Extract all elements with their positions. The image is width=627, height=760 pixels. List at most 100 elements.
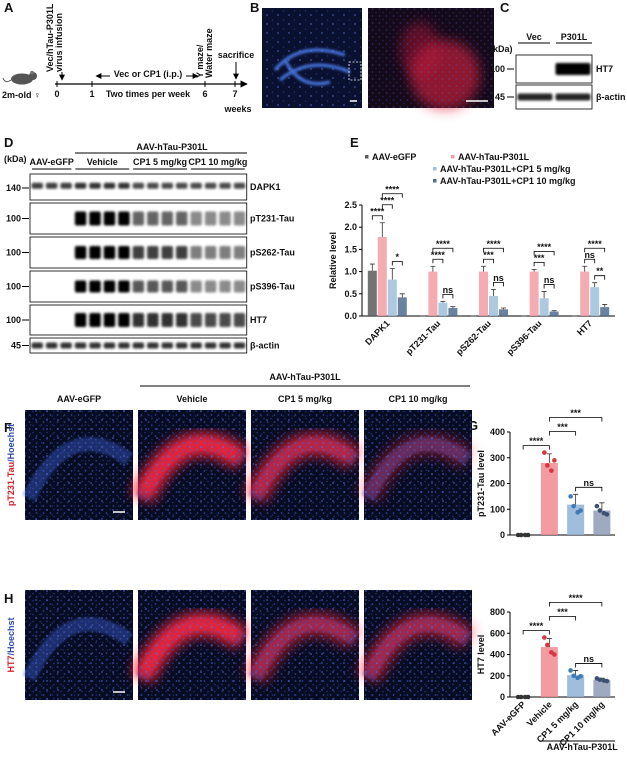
- panel-label: G: [468, 418, 478, 433]
- x-tick-label: pS396-Tau: [505, 318, 544, 357]
- data-point: [578, 673, 583, 679]
- y-tick-label: 400: [490, 427, 505, 437]
- blot-band: [161, 313, 173, 327]
- y-tick-label: 0.5: [344, 289, 357, 299]
- significance-label: ****: [436, 239, 451, 249]
- fluorescence-image: [131, 410, 250, 520]
- legend-label: AAV-hTau-P301L: [458, 152, 530, 162]
- column-label: Vehicle: [176, 394, 207, 404]
- blot-band: [161, 246, 173, 259]
- x-tick-label: pT231-Tau: [404, 318, 442, 356]
- x-tick-label: pS262-Tau: [454, 318, 493, 357]
- x-tick-label: HT7: [575, 318, 594, 337]
- blot-band: [161, 211, 173, 226]
- error-bar: [389, 268, 395, 280]
- blot-band: [74, 246, 87, 259]
- bar: [479, 271, 488, 316]
- blot-band: [233, 246, 246, 259]
- blot-band: [74, 280, 87, 293]
- data-point: [549, 468, 554, 473]
- significance-label: ****: [385, 184, 400, 194]
- blot-band: [219, 280, 231, 293]
- blot-band: [147, 211, 159, 226]
- animal-label: 2m-old ♀: [2, 90, 41, 100]
- data-point: [525, 532, 531, 538]
- blot-label: DAPK1: [250, 182, 281, 192]
- mw-marker: 140: [6, 183, 21, 193]
- bar: [529, 271, 539, 316]
- bar: [377, 236, 387, 316]
- blot-band: [31, 342, 43, 349]
- data-point: [568, 668, 573, 673]
- significance-bracket: [584, 258, 596, 264]
- error-bar: [379, 222, 385, 237]
- bar: [489, 296, 498, 316]
- significance-label: ****: [529, 436, 544, 446]
- blot-band: [204, 211, 217, 226]
- y-tick-label: 1.5: [344, 244, 357, 254]
- nuclei: [251, 590, 359, 700]
- timeline-tick-label: 6: [202, 89, 207, 99]
- bar: [499, 309, 508, 316]
- blot-band: [176, 182, 188, 189]
- panel-label: E: [350, 135, 359, 150]
- blot-band: [60, 342, 72, 349]
- error-bar: [546, 453, 552, 463]
- blot-band: [190, 246, 202, 259]
- blot-band: [190, 182, 202, 189]
- mw-marker: 45: [11, 341, 21, 351]
- y-tick-label: 100: [490, 504, 505, 514]
- bar: [438, 302, 448, 316]
- mw-marker: 100: [6, 282, 21, 292]
- bar: [428, 271, 438, 316]
- legend-swatch: [451, 155, 455, 159]
- significance-label: *: [396, 252, 400, 262]
- significance-bracket: [533, 261, 545, 267]
- blot-band: [132, 342, 145, 349]
- bar: [540, 647, 558, 697]
- blot-band: [118, 342, 130, 349]
- error-bar: [551, 310, 557, 312]
- blot-band: [74, 313, 87, 327]
- blot-band: [60, 182, 72, 189]
- nuclei: [364, 590, 472, 700]
- mw-marker: 100: [6, 248, 21, 258]
- behavior-label: Y maze/: [195, 44, 205, 78]
- error-bar: [481, 265, 486, 272]
- significance-label: ****: [431, 250, 446, 260]
- data-point: [571, 503, 576, 509]
- blot-band: [89, 280, 101, 293]
- column-label: AAV-eGFP: [57, 394, 101, 404]
- error-bar: [369, 263, 375, 271]
- data-point: [604, 678, 610, 684]
- significance-bracket: [548, 616, 577, 621]
- blot-band: [176, 280, 188, 293]
- blot-band: [132, 246, 145, 259]
- lane-label: CP1 5 mg/kg: [133, 157, 187, 167]
- behavior-label: Water maze: [204, 28, 214, 78]
- unit-label: (kDa): [490, 44, 513, 54]
- blot-band: [103, 246, 116, 259]
- blot-band: [161, 182, 173, 189]
- bar: [593, 679, 611, 697]
- blot-band: [204, 246, 217, 259]
- column-label: CP1 5 mg/kg: [278, 394, 332, 404]
- significance-label: ****: [380, 195, 395, 205]
- bar: [397, 297, 407, 316]
- significance-bracket: [442, 293, 454, 299]
- bar: [590, 287, 600, 316]
- counter-label: /Hoechst: [6, 424, 16, 462]
- lane-label: AAV-eGFP: [30, 157, 74, 167]
- blot-band: [517, 93, 553, 101]
- blot-band: [103, 211, 116, 226]
- data-point: [542, 450, 547, 455]
- fluorescence-image: [357, 590, 476, 700]
- nuclei: [138, 590, 246, 700]
- blot-band: [74, 182, 87, 189]
- blot-band: [219, 246, 231, 259]
- blot-band: [45, 342, 58, 349]
- y-tick-label: 800: [490, 607, 505, 617]
- blot-band: [118, 182, 130, 189]
- blot-band: [89, 182, 101, 189]
- fluorescence-image: [131, 590, 250, 700]
